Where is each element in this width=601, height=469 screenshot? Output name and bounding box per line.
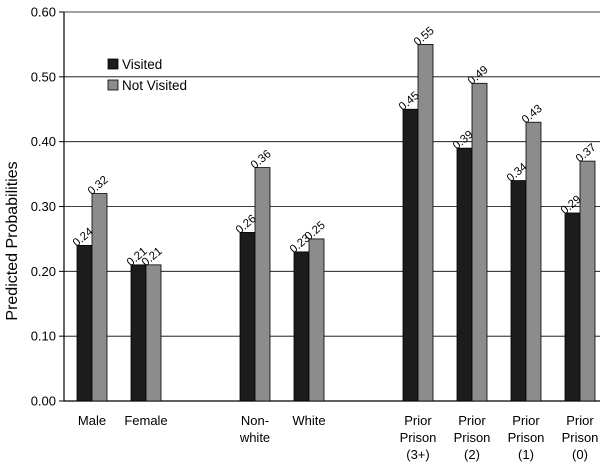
bar-visited	[293, 251, 310, 402]
bar-not-visited	[417, 44, 434, 402]
y-tick-label: 0.30	[31, 199, 56, 214]
category-label: Female	[124, 413, 167, 428]
y-tick-label: 0.60	[31, 5, 56, 20]
legend-label-visited: Visited	[122, 57, 162, 72]
bar-visited	[510, 180, 527, 402]
legend-swatch-visited	[107, 58, 119, 70]
bars	[76, 44, 596, 402]
bar-visited	[130, 264, 147, 402]
y-tick-label: 0.50	[31, 69, 56, 84]
category-label: Prior Prison (1)	[508, 413, 545, 462]
axes: 0.00 0.10 0.20 0.30 0.40 0.50 0.60	[31, 5, 600, 409]
legend-label-not-visited: Not Visited	[122, 78, 187, 93]
category-label: Prior Prison (3+)	[400, 413, 437, 462]
bar-not-visited	[579, 160, 596, 402]
category-label: White	[292, 413, 325, 428]
category-labels: Male Female Non-white White Prior Prison (3+) P…	[78, 413, 599, 462]
bar-not-visited	[254, 167, 271, 402]
bar-visited	[564, 212, 581, 402]
y-tick-label: 0.20	[31, 264, 56, 279]
legend: Visited Not Visited	[107, 57, 187, 93]
y-tick-label: 0.10	[31, 329, 56, 344]
bar-visited	[239, 232, 256, 402]
bar-visited	[76, 244, 93, 402]
y-axis-label: Predicted Probabilities	[4, 161, 21, 320]
category-label: Male	[78, 413, 106, 428]
category-label: Non-white	[239, 413, 270, 445]
bar-visited	[402, 108, 419, 402]
y-tick-label: 0.00	[31, 394, 56, 409]
category-label: Prior Prison (2)	[454, 413, 491, 462]
bar-not-visited	[308, 238, 325, 402]
y-tick-label: 0.40	[31, 134, 56, 149]
category-label: Prior Prison (0)	[562, 413, 599, 462]
legend-swatch-not-visited	[107, 79, 119, 91]
bar-not-visited	[91, 193, 108, 402]
bar-not-visited	[145, 264, 162, 402]
bar-not-visited	[471, 82, 488, 402]
bar-visited	[456, 147, 473, 402]
bar-not-visited	[525, 121, 542, 402]
